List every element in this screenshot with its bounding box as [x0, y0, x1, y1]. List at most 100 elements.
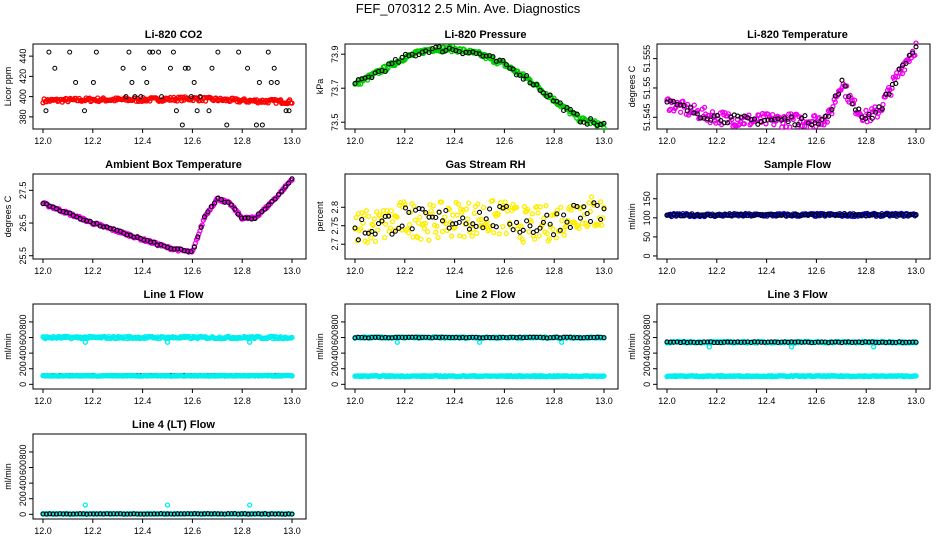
x-tick-label: 12.0 — [346, 396, 364, 406]
x-tick-label: 12.2 — [84, 136, 102, 146]
point-average — [805, 212, 811, 218]
point-average — [534, 82, 540, 88]
point-instant — [518, 223, 524, 229]
point-instant — [525, 206, 531, 213]
point-average — [53, 206, 60, 212]
point-outlier — [247, 502, 253, 508]
point-high-average — [866, 339, 872, 345]
point-high-average — [701, 339, 707, 345]
x-tick-label: 12.8 — [233, 526, 251, 536]
point-average — [222, 199, 228, 205]
point-average — [392, 228, 398, 234]
point-instant — [433, 229, 439, 235]
point-average — [714, 212, 721, 219]
point-instant — [420, 221, 426, 227]
point-average — [755, 211, 761, 218]
point-average — [242, 511, 248, 517]
point-outlier — [164, 339, 171, 345]
point-average — [846, 94, 852, 100]
x-tick-label: 12.0 — [34, 136, 52, 146]
y-tick-label: 800 — [642, 314, 652, 329]
point-high-average — [510, 334, 516, 340]
point-instant — [371, 216, 377, 222]
point-instant — [734, 116, 741, 123]
point-average — [64, 511, 70, 517]
x-tick-label: 13.0 — [283, 136, 301, 146]
point-average — [82, 108, 87, 114]
point-high-average — [453, 334, 459, 340]
point-average — [228, 202, 234, 208]
point-instant — [364, 239, 371, 245]
point-high-average — [577, 335, 583, 341]
point-instant — [729, 116, 735, 123]
point-average — [188, 94, 194, 100]
point-high-average — [460, 334, 466, 340]
point-instant — [695, 107, 701, 114]
point-average — [148, 239, 154, 245]
point-average — [500, 58, 506, 64]
point-average — [762, 212, 768, 218]
point-instant — [434, 223, 440, 229]
point-instant — [430, 203, 437, 209]
y-tick-label: 26.5 — [18, 214, 28, 232]
point-high-average — [883, 340, 889, 346]
point-high-average — [832, 339, 838, 345]
x-tick-label: 12.2 — [396, 396, 414, 406]
point-average — [201, 214, 208, 220]
point-average — [876, 212, 882, 218]
y-tick-label: 0 — [330, 382, 340, 387]
point-instant — [475, 201, 481, 207]
x-tick-label: 12.6 — [496, 136, 514, 146]
plot-frame — [656, 173, 931, 260]
point-average — [856, 106, 862, 112]
point-instant — [368, 235, 374, 241]
point-instant — [461, 234, 467, 240]
point-average — [43, 511, 49, 517]
point-average — [87, 511, 93, 517]
point-average — [896, 212, 902, 218]
point-average — [87, 218, 93, 225]
point-instant — [487, 224, 493, 230]
point-instant — [535, 210, 541, 216]
chart-panel-line4-flow: Line 4 (LT) Flow ml/min 12.0 12.2 12.4 12.6 12… — [0, 414, 312, 544]
point-average — [379, 218, 385, 224]
point-average — [156, 49, 162, 55]
point-instant — [899, 70, 906, 77]
point-instant — [388, 208, 395, 214]
point-average — [138, 511, 144, 517]
point-average — [799, 116, 805, 122]
point-outlier — [82, 339, 88, 345]
plot-frame — [344, 303, 619, 390]
point-average — [598, 216, 604, 223]
point-average — [778, 212, 784, 218]
point-average — [591, 120, 597, 126]
point-instant — [496, 231, 503, 237]
x-tick-label: 12.2 — [396, 136, 414, 146]
point-average — [873, 212, 879, 218]
point-instant — [438, 199, 445, 205]
point-instant — [463, 206, 470, 212]
chart-svg-line2: Line 2 Flow ml/min 12.0 12.2 12.4 12.6 12.8 13.… — [315, 289, 619, 406]
point-instant — [474, 230, 480, 236]
point-average — [537, 87, 543, 93]
y-tick-label: 0 — [642, 253, 652, 258]
point-average — [524, 73, 530, 79]
point-average — [205, 209, 211, 215]
point-average — [168, 246, 174, 252]
y-tick-label: 800 — [18, 444, 28, 459]
point-instant — [425, 229, 431, 235]
point-high-average — [557, 335, 563, 341]
data-points — [40, 333, 295, 379]
point-average — [537, 225, 543, 231]
y-tick-label: 25.5 — [18, 247, 28, 265]
point-high-average — [684, 340, 690, 346]
point-average — [745, 212, 751, 218]
point-average — [768, 212, 774, 218]
point-average — [90, 221, 97, 227]
point-high-average — [540, 335, 546, 341]
point-outlier — [247, 339, 253, 345]
point-high-average — [812, 339, 818, 345]
y-tick-label: 400 — [642, 346, 652, 361]
point-average — [473, 50, 479, 57]
point-instant — [786, 111, 792, 117]
